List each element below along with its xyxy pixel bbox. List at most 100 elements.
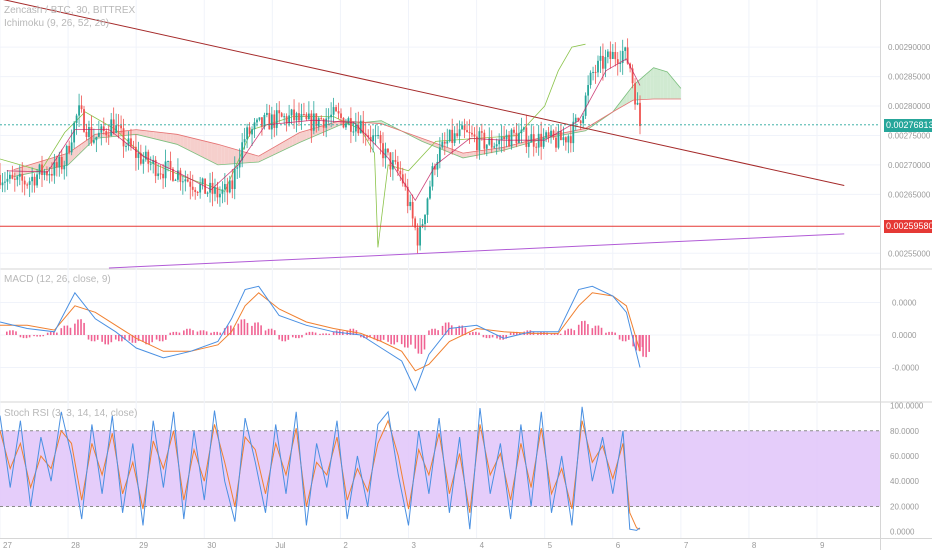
macd-histogram-bar: [444, 322, 447, 335]
cloud-segment: [619, 98, 623, 108]
macd-histogram-bar: [213, 331, 215, 335]
cloud-segment: [459, 151, 463, 158]
candle-body: [396, 161, 399, 171]
macd-line: [0, 285, 641, 392]
macd-histogram-bar: [223, 328, 226, 335]
candle-body: [597, 60, 599, 73]
macd-histogram-bar: [475, 331, 477, 335]
cloud-segment: [384, 122, 389, 127]
candle-body: [443, 141, 446, 144]
cloud-segment: [282, 140, 286, 151]
cloud-segment: [156, 131, 160, 141]
candle-body: [352, 131, 355, 133]
macd-histogram-bar: [80, 319, 82, 335]
candle-body: [522, 127, 525, 130]
x-tick-label: 3: [412, 541, 417, 550]
candle-body: [236, 167, 239, 169]
macd-histogram-bar: [260, 325, 262, 335]
cloud-segment: [149, 131, 154, 139]
candle-body: [569, 136, 572, 144]
cloud-segment: [170, 133, 174, 144]
candle-body: [330, 114, 333, 118]
stoch-tick-label: 60.0000: [890, 452, 919, 461]
x-tick-label: 30: [207, 541, 216, 550]
candle-body: [317, 118, 320, 127]
price-tick-label: 0.00280000: [888, 102, 931, 111]
macd-histogram-bar: [93, 335, 96, 342]
candle-body: [609, 51, 612, 59]
candle-body: [621, 50, 624, 64]
price-tick-label: 0.00285000: [888, 73, 931, 82]
macd-histogram-bar: [287, 335, 290, 340]
cloud-segment: [132, 129, 137, 135]
macd-histogram-bar: [550, 333, 553, 335]
candle-body: [579, 120, 582, 124]
macd-histogram-bar: [22, 335, 25, 339]
candle-body: [468, 132, 471, 134]
candle-body: [300, 114, 303, 121]
cloud-segment: [139, 129, 143, 136]
macd-histogram-bar: [66, 325, 69, 335]
candle-body: [572, 121, 575, 144]
candle-body: [209, 182, 211, 193]
candle-body: [406, 186, 409, 207]
candle-body: [357, 124, 360, 134]
candle-body: [409, 201, 412, 207]
candle-body: [46, 171, 48, 176]
cloud-segment: [302, 130, 307, 142]
macd-histogram-bar: [281, 335, 284, 342]
macd-histogram-bar: [335, 330, 338, 335]
candle-body: [75, 115, 78, 123]
candle-body: [263, 114, 266, 127]
macd-histogram-bar: [175, 331, 178, 335]
candle-body: [179, 170, 182, 182]
macd-histogram-bar: [366, 335, 368, 339]
cloud-segment: [296, 132, 300, 145]
macd-histogram-bar: [39, 335, 41, 337]
cloud-segment: [102, 133, 106, 138]
cloud-segment: [640, 76, 644, 100]
candle-body: [639, 102, 641, 127]
candle-body: [6, 178, 9, 182]
price-tick-label: 0.00270000: [888, 161, 931, 170]
cloud-segment: [456, 150, 460, 157]
candle-body: [414, 218, 417, 228]
candle-body: [50, 173, 53, 176]
candle-body: [169, 160, 172, 169]
candle-body: [560, 131, 562, 141]
support-price-badge: 0.00259580: [884, 220, 932, 234]
macd-histogram-bar: [621, 335, 624, 342]
candle-body: [493, 146, 496, 148]
candle-body: [542, 137, 545, 147]
candle-body: [36, 174, 38, 186]
candle-body: [382, 143, 384, 159]
macd-histogram-bar: [270, 328, 273, 335]
candle-body: [557, 131, 560, 148]
candle-body: [624, 47, 627, 51]
candle-body: [53, 162, 56, 176]
last-price-badge: 0.00276813: [884, 118, 932, 132]
cloud-segment: [245, 152, 249, 163]
price-tick-label: 0.00255000: [888, 249, 931, 258]
macd-histogram-bar: [584, 320, 586, 335]
macd-histogram-bar: [295, 335, 297, 339]
macd-histogram-bar: [107, 335, 110, 345]
candle-body: [359, 120, 362, 134]
candle-body: [495, 144, 498, 147]
cloud-segment: [217, 144, 222, 165]
macd-histogram-bar: [298, 335, 300, 339]
cloud-segment: [469, 151, 474, 157]
macd-histogram-bar: [210, 332, 212, 335]
candle-body: [241, 142, 244, 161]
candle-body: [488, 138, 491, 145]
candle-body: [43, 171, 46, 176]
candle-body: [547, 132, 550, 137]
candle-body: [429, 186, 431, 199]
cloud-segment: [279, 142, 283, 153]
candle-body: [147, 151, 150, 164]
candle-body: [303, 114, 305, 116]
macd-histogram-bar: [254, 322, 256, 335]
candle-body: [599, 55, 602, 61]
candle-body: [112, 119, 115, 133]
